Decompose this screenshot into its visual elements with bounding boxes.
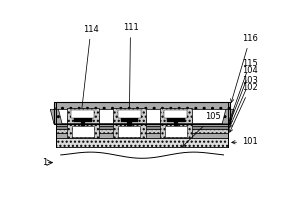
Bar [164,110,188,118]
Bar [121,118,138,121]
Bar [56,133,228,138]
Text: 1: 1 [42,158,47,167]
Text: 103: 103 [230,76,258,128]
Bar [113,108,146,123]
Bar [118,110,141,118]
Bar [121,118,138,122]
Bar [118,126,140,137]
Bar [56,126,228,129]
Bar [160,118,192,138]
Text: 116: 116 [231,34,258,102]
Polygon shape [222,109,234,124]
Bar [71,110,94,118]
Text: 101: 101 [232,137,258,146]
Bar [80,118,85,126]
Bar [67,118,99,138]
Text: 105: 105 [183,112,221,147]
Bar [74,118,92,122]
Bar [113,118,146,138]
Bar [54,102,230,124]
Polygon shape [50,109,62,124]
Text: 102: 102 [230,83,258,132]
Bar [127,118,132,126]
Bar [72,126,94,137]
Text: 104: 104 [229,66,258,124]
Bar [67,108,99,123]
Bar [173,118,178,126]
Bar [74,118,92,121]
Text: 111: 111 [123,23,138,115]
Text: 114: 114 [80,25,99,117]
Bar [56,123,228,126]
Bar [160,108,192,123]
Bar [165,126,187,137]
Bar [56,138,228,147]
Bar [167,118,184,121]
Bar [56,129,228,133]
Text: 115: 115 [229,59,258,121]
Bar [167,118,184,122]
Bar [54,102,230,109]
